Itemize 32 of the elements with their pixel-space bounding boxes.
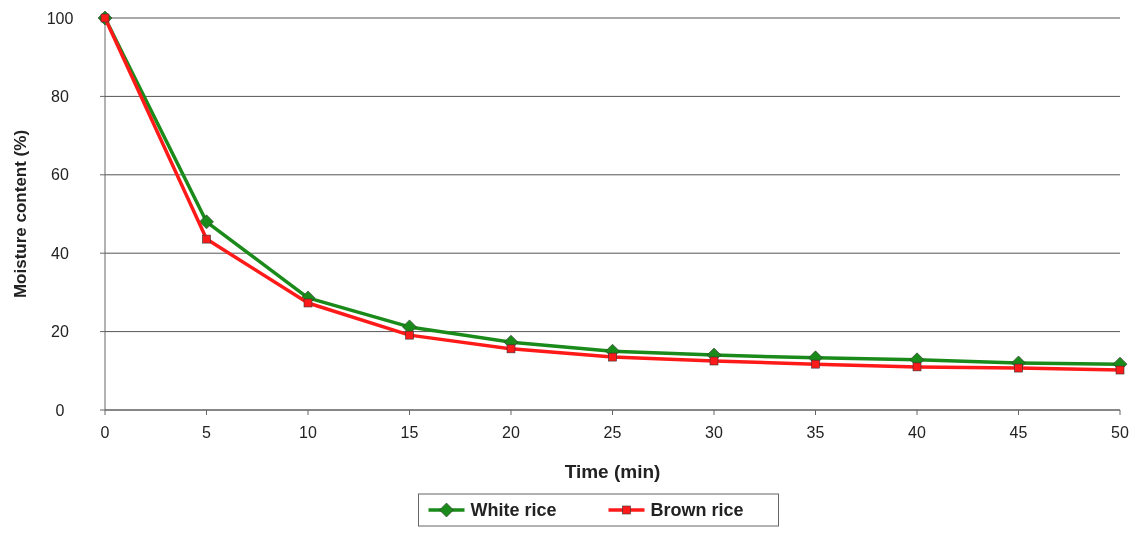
y-tick-label: 20	[51, 323, 69, 341]
x-tick-label: 35	[806, 424, 825, 441]
x-tick-label: 5	[202, 424, 212, 441]
y-tick-label: 80	[51, 88, 69, 105]
x-tick-label: 0	[100, 424, 110, 441]
point	[1115, 365, 1125, 375]
point	[405, 330, 414, 340]
legend-label: Brown rice	[650, 500, 744, 521]
x-tick-label: 20	[502, 424, 520, 441]
legend-label: White rice	[470, 500, 557, 521]
point	[199, 214, 214, 230]
x-tick-label: 25	[603, 424, 622, 441]
point	[608, 352, 617, 362]
point	[912, 362, 922, 372]
y-tick-label: 60	[51, 166, 69, 184]
y-axis-title: Moisture content (%)	[11, 129, 30, 299]
x-tick-label: 50	[1111, 424, 1129, 441]
x-axis-title: Time (min)	[564, 461, 661, 482]
y-tick-label: 40	[51, 244, 69, 262]
y-tick-label: 100	[46, 9, 74, 27]
point	[1014, 363, 1023, 373]
x-tick-label: 45	[1009, 424, 1028, 441]
point	[303, 298, 313, 308]
x-tick-label: 10	[299, 424, 317, 441]
x-tick-label: 30	[705, 424, 723, 441]
point	[202, 234, 211, 244]
point	[506, 344, 516, 354]
point	[709, 356, 719, 366]
x-tick-label: 15	[400, 424, 419, 441]
y-tick-label: 0	[55, 401, 65, 419]
point	[811, 359, 820, 369]
x-tick-label: 40	[908, 424, 926, 441]
